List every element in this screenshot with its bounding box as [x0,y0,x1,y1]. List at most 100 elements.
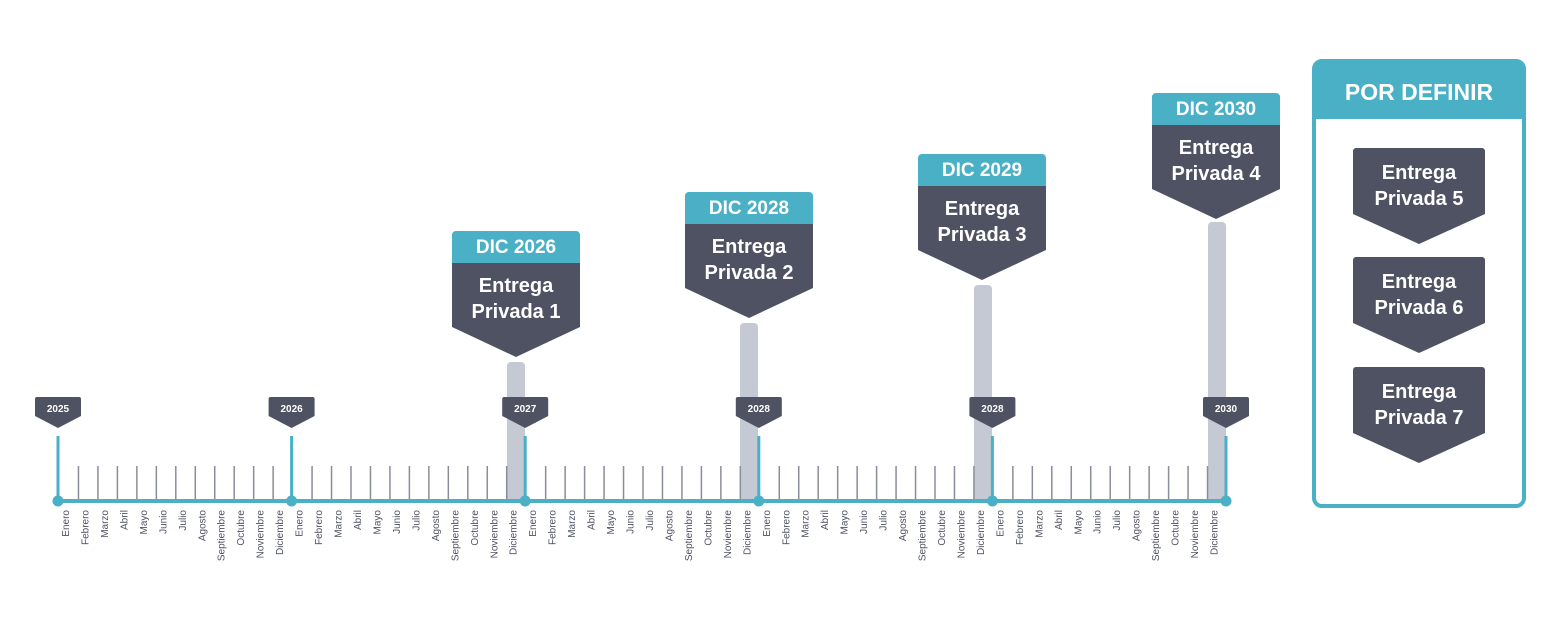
month-label: Marzo [334,510,345,538]
tbd-line1: Entrega [1381,162,1457,184]
month-label: Marzo [567,510,578,538]
month-label: Julio [1112,510,1123,531]
month-label: Septiembre [918,510,929,562]
year-dot [519,495,531,507]
year-dot [52,495,64,507]
month-label: Febrero [548,510,559,545]
tbd-line2: Privada 6 [1374,297,1464,319]
callout-entrega-3: DIC 2029 Entrega Privada 3 [918,154,1046,280]
callout-entrega-1: DIC 2026 Entrega Privada 1 [452,231,580,357]
month-label: Enero [528,510,539,537]
month-label: Marzo [100,510,111,538]
callout-line1: Entrega [944,198,1020,220]
year-dot [1220,495,1232,507]
month-label: Mayo [840,510,851,535]
tbd-item-body: Entrega Privada 6 [1353,257,1485,353]
month-label: Enero [995,510,1006,537]
month-label: Abril [587,510,598,530]
year-dot [986,495,998,507]
callout-line2: Privada 2 [704,262,794,284]
month-label: Agosto [197,510,208,542]
callout-line1: Entrega [1178,137,1254,159]
tbd-entrega-5: Entrega Privada 5 [1353,148,1485,244]
month-label: Abril [353,510,364,530]
delivery-bar-3 [974,285,992,501]
month-label: Mayo [139,510,150,535]
month-label: Julio [879,510,890,531]
month-label: Febrero [1015,510,1026,545]
year-dot [753,495,765,507]
month-label: Octubre [1171,510,1182,546]
month-label: Febrero [781,510,792,545]
month-label: Octubre [937,510,948,546]
month-label: Marzo [801,510,812,538]
tbd-entrega-6: Entrega Privada 6 [1353,257,1485,353]
month-label: Noviembre [1190,510,1201,559]
month-label: Junio [859,510,870,534]
month-label: Diciembre [976,510,987,555]
month-label: Septiembre [1151,510,1162,562]
month-label: Julio [411,510,422,531]
callout-date: DIC 2029 [918,154,1046,186]
callout-line2: Privada 1 [471,301,561,323]
tbd-line2: Privada 5 [1374,188,1464,210]
month-label: Septiembre [684,510,695,562]
delivery-bar-1 [507,362,525,501]
month-label: Julio [645,510,656,531]
year-dot [286,495,298,507]
month-label: Junio [158,510,169,534]
month-label: Mayo [372,510,383,535]
month-label: Enero [61,510,72,537]
year-marker-flag [35,397,81,428]
month-label: Enero [295,510,306,537]
month-label: Diciembre [742,510,753,555]
year-marker-flag [969,397,1016,428]
month-label: Mayo [1073,510,1084,535]
month-label: Julio [178,510,189,531]
por-definir-title: POR DEFINIR [1316,63,1522,119]
callout-line2: Privada 4 [1171,163,1261,185]
month-label: Agosto [664,510,675,542]
por-definir-panel: POR DEFINIR Entrega Privada 5 Entrega Pr… [1312,59,1526,508]
month-label: Abril [1054,510,1065,530]
month-label: Noviembre [723,510,734,559]
year-marker-flag [268,397,315,428]
month-label: Agosto [431,510,442,542]
month-label: Septiembre [217,510,228,562]
month-label: Noviembre [489,510,500,559]
month-label: Mayo [606,510,617,535]
year-marker-label: 2027 [514,404,537,415]
month-label: Diciembre [509,510,520,555]
callout-body: Entrega Privada 1 [452,263,580,357]
month-label: Marzo [1034,510,1045,538]
year-marker-flag [502,397,549,428]
year-marker-label: 2028 [981,404,1004,415]
tbd-line2: Privada 7 [1374,407,1464,429]
callout-line1: Entrega [478,275,554,297]
callout-date: DIC 2030 [1152,93,1280,125]
year-marker-label: 2026 [280,404,303,415]
month-label: Octubre [470,510,481,546]
callout-body: Entrega Privada 3 [918,186,1046,280]
month-label: Febrero [80,510,91,545]
month-label: Agosto [898,510,909,542]
year-marker-label: 2028 [748,404,771,415]
tbd-item-body: Entrega Privada 7 [1353,367,1485,463]
month-label: Diciembre [275,510,286,555]
month-label: Abril [119,510,130,530]
callout-entrega-2: DIC 2028 Entrega Privada 2 [685,192,813,318]
month-label: Diciembre [1210,510,1221,555]
month-label: Septiembre [450,510,461,562]
callout-body: Entrega Privada 2 [685,224,813,318]
month-label: Noviembre [256,510,267,559]
callout-line2: Privada 3 [937,224,1027,246]
delivery-bar-4 [1208,222,1226,501]
tbd-line1: Entrega [1381,271,1457,293]
callout-entrega-4: DIC 2030 Entrega Privada 4 [1152,93,1280,219]
callout-date: DIC 2028 [685,192,813,224]
callout-line1: Entrega [711,236,787,258]
month-label: Junio [1093,510,1104,534]
year-marker-flag [1203,397,1249,428]
year-marker-label: 2025 [47,404,70,415]
